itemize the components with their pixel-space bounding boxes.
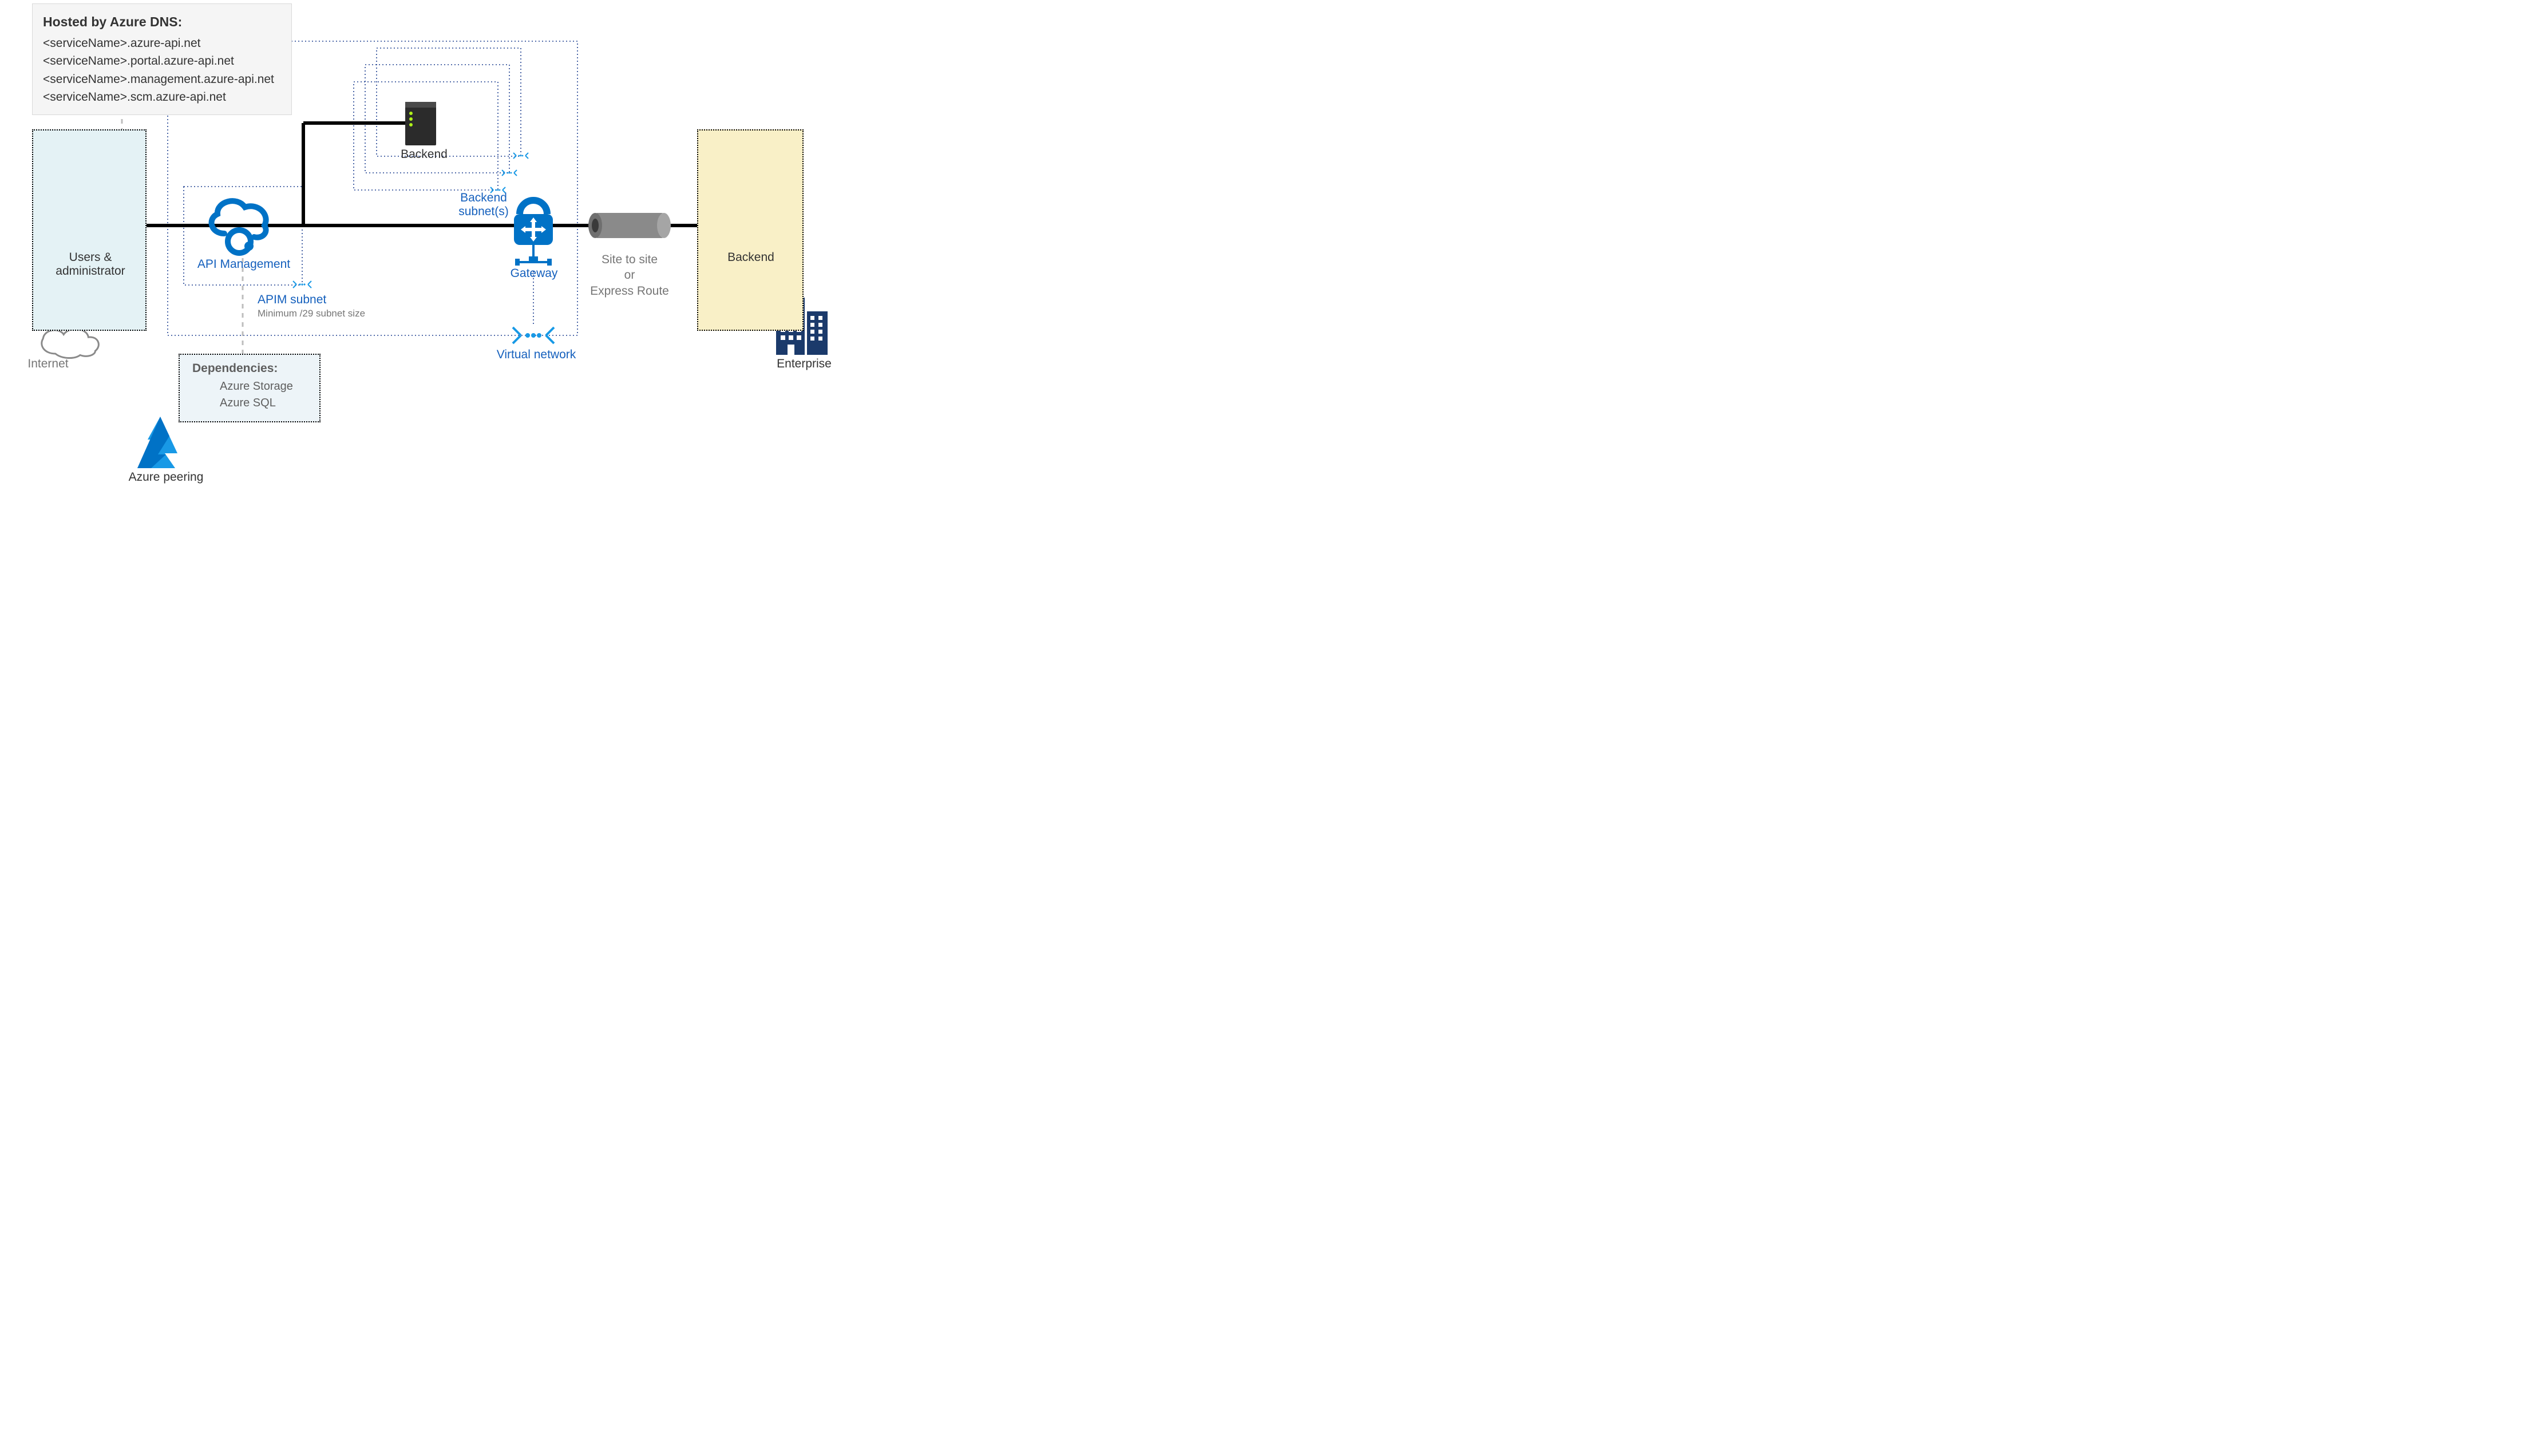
dep-storage: Azure Storage — [192, 380, 307, 393]
dns-line-1: <serviceName>.azure-api.net — [43, 34, 281, 53]
api-mgmt-label: API Management — [187, 258, 301, 271]
dns-line-3: <serviceName>.management.azure-api.net — [43, 70, 281, 89]
dns-title: Hosted by Azure DNS: — [43, 12, 281, 32]
dependencies-box: Dependencies: Azure Storage Azure SQL — [179, 354, 321, 422]
dns-line-4: <serviceName>.scm.azure-api.net — [43, 88, 281, 106]
apim-subnet-label: APIM subnet — [258, 293, 326, 307]
dep-storage-label: Azure Storage — [220, 380, 293, 393]
backend-subnets-label: Backend subnet(s) — [452, 191, 515, 219]
diagram-canvas: SQL Hosted by Azure DNS: <serviceName>.a… — [0, 0, 846, 485]
internet-zone — [32, 129, 147, 331]
dns-box: Hosted by Azure DNS: <serviceName>.azure… — [32, 3, 292, 115]
vnet-glyph-bk2 — [502, 170, 517, 176]
dep-sql-label: Azure SQL — [220, 397, 276, 410]
backend-top-label: Backend — [398, 148, 450, 161]
azure-peering-label: Azure peering — [120, 470, 212, 484]
backend-top-server-icon — [405, 102, 436, 145]
apim-subnet-note: Minimum /29 subnet size — [258, 308, 365, 319]
internet-label: Internet — [19, 357, 77, 371]
backend-right-label: Backend — [722, 251, 780, 264]
internet-cloud-icon — [42, 329, 99, 358]
enterprise-label: Enterprise — [773, 357, 836, 371]
pipe-icon — [588, 213, 671, 238]
vnet-glyph-bk3 — [513, 153, 528, 159]
dep-sql: Azure SQL — [192, 397, 307, 410]
gateway-icon — [514, 200, 553, 266]
dns-line-2: <serviceName>.portal.azure-api.net — [43, 52, 281, 70]
vnet-label: Virtual network — [488, 348, 585, 362]
enterprise-zone — [697, 129, 804, 331]
gateway-label: Gateway — [503, 267, 565, 280]
users-label: Users & administrator — [45, 251, 136, 278]
azure-peering-icon — [137, 417, 177, 468]
dependencies-title: Dependencies: — [192, 362, 307, 375]
site2site-label: Site to site or Express Route — [584, 252, 675, 299]
